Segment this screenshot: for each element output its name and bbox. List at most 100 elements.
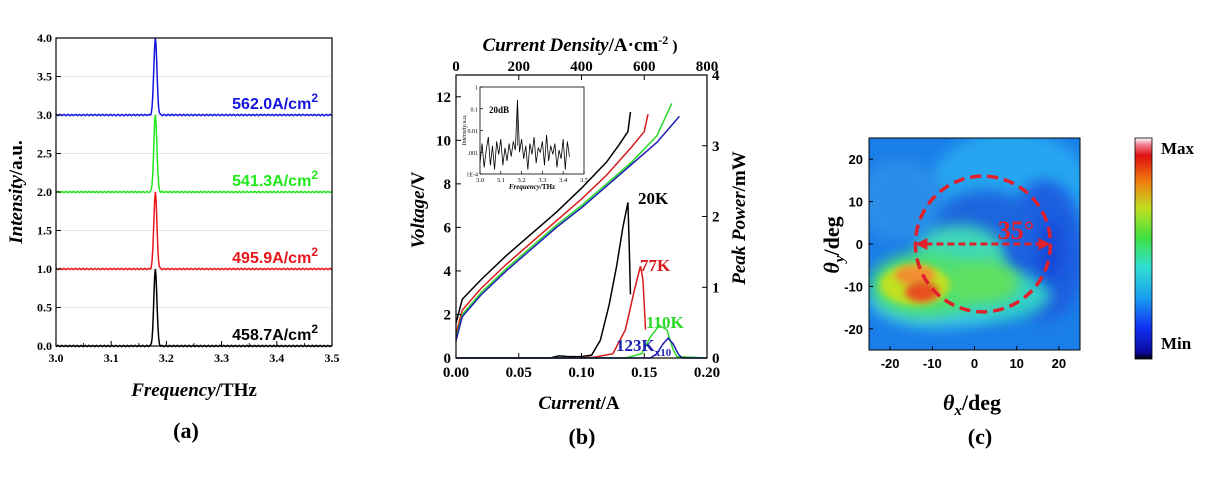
tick-label-y: -10 [844, 279, 863, 294]
inset-tick-label-y: .001 [468, 151, 479, 157]
arrowhead-right [1038, 238, 1051, 250]
temperature-label-text: 110K [646, 313, 685, 332]
inset-ylabel: Intensity/a.u. [462, 114, 468, 147]
tick-label-y-left: 0 [444, 351, 452, 367]
tick-label-y: 20 [849, 152, 863, 167]
series-label-sup: 2 [311, 322, 318, 336]
tick-label-x-top: 400 [570, 59, 593, 75]
inset-tick-label-y: 0.1 [471, 107, 479, 113]
tick-label-x-bottom: 0.00 [443, 365, 469, 381]
temperature-label-20K: 20K [638, 189, 669, 208]
temperature-label-77K: 77K [640, 256, 671, 275]
panel-a: 0.0 0.5 1.0 1.5 2.0 2.5 3.0 3.5 4.0 3.0 3.1 3.2 3.3 3… [6, 31, 340, 443]
series-label-3: 541.3A/cm2 [232, 168, 318, 190]
panel-b-caption: (b) [569, 424, 596, 449]
inset-annotation: 20dB [489, 105, 509, 115]
tick-label-y: 1.0 [37, 262, 52, 276]
heatmap-image [869, 138, 1080, 350]
series-label-text: 562.0A/cm [232, 96, 311, 113]
tick-label-x-top: 0 [452, 59, 460, 75]
panel-c-ticks: -20 -10 0 10 20 20 10 0 -10 -20 [844, 152, 1066, 371]
panel-a-series [55, 38, 333, 348]
colorbar-max-label: Max [1161, 139, 1195, 158]
tick-label-x: 3.1 [104, 351, 119, 365]
inset-tick-label-x: 3.4 [559, 177, 568, 184]
series-label-text: 495.9A/cm [232, 250, 311, 267]
tick-label-x: 3.0 [49, 351, 64, 365]
series-label-text: 541.3A/cm [232, 173, 311, 190]
inset-tick-label-x: 3.2 [518, 177, 526, 184]
spectrum-line-4 [55, 38, 333, 117]
panel-b-toplabel: Current Density/A·cm-2 ) [482, 33, 677, 56]
tick-label-y: 10 [849, 195, 863, 210]
colorbar-min-label: Min [1161, 334, 1192, 353]
power-curve-123K [456, 337, 707, 359]
temperature-label-123K: 123Kx10 [616, 336, 672, 359]
tick-label-y-left: 2 [444, 307, 452, 323]
tick-label-x-bottom: 0.20 [694, 365, 720, 381]
inset-tick-label-y: 1 [475, 86, 478, 92]
panel-c-overlay [913, 174, 1053, 314]
series-label-4: 562.0A/cm2 [232, 91, 318, 113]
tick-label-x: 0 [971, 356, 978, 371]
panel-a-ticks: 0.0 0.5 1.0 1.5 2.0 2.5 3.0 3.5 4.0 3.0 3.1 3.2 3.3 3… [37, 31, 340, 365]
tick-label-x-top: 200 [508, 59, 531, 75]
series-label-sup: 2 [311, 245, 318, 259]
spectrum-line-2 [55, 192, 333, 271]
power-curve-110K [456, 324, 708, 359]
series-label-text: 458.7A/cm [232, 327, 311, 344]
series-label-sup: 2 [311, 91, 318, 105]
panel-a-ylabel: Intensity/a.u. [6, 140, 27, 244]
tick-label-y-right: 0 [712, 351, 720, 367]
tick-label-x: 20 [1052, 356, 1066, 371]
tick-label-y: -20 [844, 322, 863, 337]
panel-c-ylabel: θy/deg [819, 216, 848, 273]
tick-label-y: 1.5 [37, 224, 52, 238]
arrowhead-left [915, 238, 928, 250]
iv-curve-110K [455, 102, 673, 339]
tick-label-y-right: 3 [712, 139, 720, 155]
tick-label-y-right: 2 [712, 210, 720, 226]
tick-label-y-left: 10 [436, 133, 451, 149]
tick-label-x-top: 800 [696, 59, 719, 75]
inset-xlabel: Frequency/THz [509, 183, 555, 191]
panel-b-temperature-labels: 20K 77K 110K 123Kx10 [616, 189, 685, 359]
temperature-label-110K: 110K [646, 313, 685, 332]
temperature-label-text: 77K [640, 256, 671, 275]
tick-label-x: 10 [1009, 356, 1023, 371]
panel-b-ylabel: Voltage/V [408, 171, 429, 248]
series-label-1: 458.7A/cm2 [232, 322, 318, 344]
tick-label-y: 3.0 [37, 108, 52, 122]
spectrum-line-3 [55, 114, 333, 194]
panel-c-xlabel: θx/deg [943, 390, 1001, 419]
tick-label-y: 4.0 [37, 31, 52, 45]
tick-label-x-top: 600 [633, 59, 656, 75]
inset-tick-label-x: 3.1 [497, 177, 505, 184]
inset-tick-label-y: 1E-4 [466, 173, 478, 179]
tick-label-y-left: 4 [444, 264, 452, 280]
series-label-sup: 2 [311, 168, 318, 182]
tick-label-y: 2.0 [37, 185, 52, 199]
tick-label-y-left: 12 [436, 90, 451, 106]
tick-label-y: 0.5 [37, 301, 52, 315]
tick-label-y: 2.5 [37, 147, 52, 161]
inset-spectrum: 1 0.1 0.01 .001 1E-43.0 3.1 3.2 3.3 3.4 3.5 [466, 86, 588, 185]
tick-label-y-left: 6 [444, 220, 452, 236]
tick-label-x: 3.4 [269, 351, 284, 365]
tick-label-y-right: 4 [712, 68, 720, 84]
tick-label-y-right: 1 [712, 280, 720, 296]
temperature-label-text: 20K [638, 189, 669, 208]
inset-tick-label-x: 3.0 [476, 177, 484, 184]
tick-label-x-bottom: 0.15 [631, 365, 657, 381]
tick-label-y: 0.0 [37, 339, 52, 353]
inset-spectrum-line [479, 100, 570, 170]
panel-b-y2label: Peak Power/mW [729, 151, 750, 286]
colorbar [1134, 137, 1153, 360]
series-label-2: 495.9A/cm2 [232, 245, 318, 267]
panel-a-caption: (a) [173, 418, 199, 443]
